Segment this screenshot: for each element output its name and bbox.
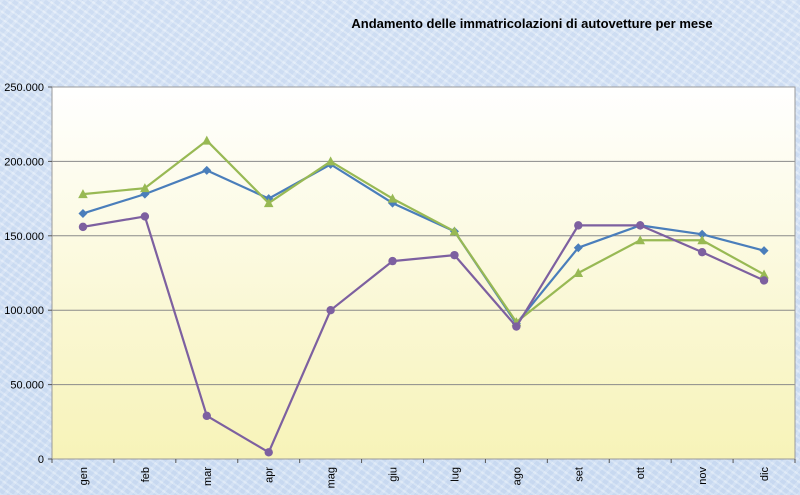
data-point <box>202 411 211 421</box>
data-point <box>78 222 88 232</box>
x-tick-label: nov <box>697 467 709 485</box>
series-group <box>78 135 769 457</box>
x-tick-label: ago <box>511 467 523 485</box>
data-point <box>759 246 769 256</box>
data-point <box>697 229 707 239</box>
data-point <box>263 198 274 208</box>
y-tick-label: 150.000 <box>4 231 44 243</box>
data-point <box>201 135 212 145</box>
y-tick-label: 200.000 <box>4 156 44 168</box>
x-tick-label: apr <box>264 467 276 483</box>
x-axis-ticks: gen feb mar apr mag giu lug ago set ott nov dic <box>51 459 796 488</box>
data-point <box>759 276 769 285</box>
data-point <box>635 235 646 245</box>
x-tick-label: gen <box>78 467 90 485</box>
data-point <box>388 256 397 266</box>
data-point <box>573 268 584 277</box>
series-line <box>82 215 765 454</box>
series-2 <box>78 135 769 327</box>
data-point <box>140 212 150 221</box>
x-tick-label: mar <box>202 467 214 486</box>
x-tick-label: set <box>573 467 585 482</box>
data-point <box>450 250 459 260</box>
data-point <box>697 247 707 257</box>
y-axis-ticks: 0 50.000 100.000 150.000 200.000 250.000 <box>4 82 52 466</box>
series-line <box>82 163 765 325</box>
data-point <box>574 221 583 230</box>
data-point <box>697 235 707 245</box>
data-point <box>636 221 645 230</box>
x-tick-label: mag <box>326 467 338 488</box>
series-3 <box>78 212 769 457</box>
data-point <box>78 189 88 199</box>
data-point <box>264 448 273 457</box>
data-point <box>573 243 583 253</box>
plot-area <box>52 87 795 459</box>
data-point <box>759 269 769 279</box>
y-tick-label: 50.000 <box>10 380 44 392</box>
x-tick-label: ott <box>635 467 647 479</box>
data-point <box>325 156 336 166</box>
data-point <box>326 306 335 315</box>
y-tick-label: 0 <box>38 454 44 466</box>
chart-title: Andamento delle immatricolazioni di auto… <box>351 16 712 31</box>
data-point <box>78 208 88 218</box>
data-point <box>512 322 521 331</box>
y-tick-label: 250.000 <box>4 82 44 94</box>
x-tick-label: feb <box>140 467 152 482</box>
data-point <box>140 183 150 193</box>
x-tick-label: dic <box>759 467 771 482</box>
x-tick-label: lug <box>449 467 461 482</box>
data-point <box>449 226 460 236</box>
x-tick-label: giu <box>388 467 400 482</box>
series-line <box>82 139 765 324</box>
data-point <box>387 193 398 203</box>
data-point <box>202 165 212 175</box>
y-tick-label: 100.000 <box>4 305 44 317</box>
